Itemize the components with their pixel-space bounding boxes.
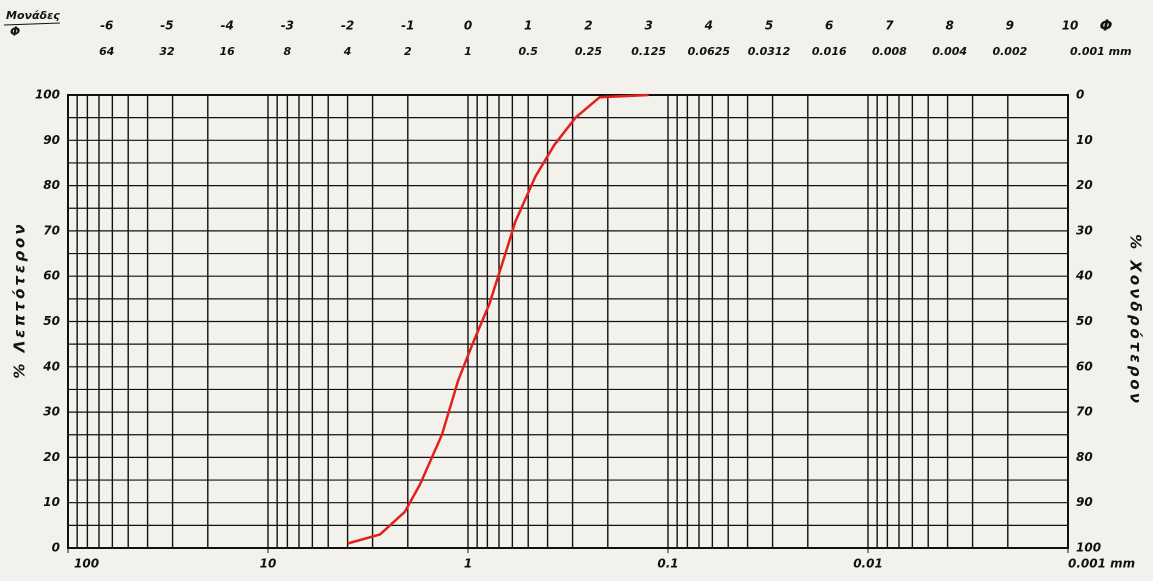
y2-tick-label: 60 [1076, 359, 1093, 373]
x-tick-label: 1 [464, 557, 472, 571]
phi-tick-label: -6 [100, 19, 113, 33]
y-axis-label: % Λεπτότερον [11, 221, 29, 378]
y2-tick-label: 50 [1076, 314, 1093, 328]
y-tick-label: 80 [43, 178, 60, 192]
y-tick-label: 0 [52, 541, 60, 555]
y-tick-label: 90 [43, 133, 60, 147]
mm-tick-label: 0.25 [575, 45, 602, 58]
phi-tick-label: 9 [1006, 19, 1014, 33]
y-tick-label: 10 [43, 495, 60, 509]
y-tick-label: 100 [35, 88, 60, 102]
phi-tick-label: 0 [464, 19, 472, 33]
mm-tick-label: 2 [404, 45, 412, 58]
grading-curve [347, 93, 649, 545]
title-rule [3, 22, 61, 26]
y2-tick-label: 90 [1076, 495, 1093, 509]
y2-tick-label: 10 [1076, 133, 1093, 147]
y-tick-label: 20 [43, 450, 60, 464]
y2-tick-label: 80 [1076, 450, 1093, 464]
top-title: Φ [10, 25, 20, 39]
x-tick-label: 0.001 mm [1068, 557, 1135, 571]
y-tick-label: 40 [42, 359, 60, 373]
y2-axis-label: % Χονδρότερον [1127, 234, 1145, 406]
phi-tick-label: 1 [524, 19, 532, 33]
phi-tick-label: -2 [341, 19, 354, 33]
mm-tick-label: 0.5 [518, 45, 538, 58]
phi-tick-label: -3 [281, 19, 294, 33]
phi-tick-label: 6 [825, 19, 833, 33]
phi-tick-label: 8 [945, 19, 953, 33]
y-tick-label: 30 [43, 405, 60, 419]
mm-tick-label: 1 [464, 45, 472, 58]
mm-tick-label: 16 [220, 45, 236, 58]
mm-tick-label: 8 [284, 45, 292, 58]
phi-symbol: Φ [1100, 17, 1113, 35]
y-tick-label: 70 [43, 223, 60, 237]
mm-tick-label: 0.008 [872, 45, 907, 58]
mm-tick-label: 32 [159, 45, 175, 58]
y2-tick-label: 40 [1075, 269, 1093, 283]
x-tick-label: 0.01 [853, 557, 883, 571]
plot-frame [67, 94, 1069, 549]
phi-tick-label: 3 [644, 19, 652, 33]
phi-tick-label: -4 [221, 19, 234, 33]
mm-tick-label: 4 [343, 45, 352, 58]
mm-tick-label: 0.125 [631, 45, 666, 58]
y2-tick-label: 100 [1076, 541, 1101, 555]
phi-tick-label: 10 [1062, 19, 1079, 33]
y2-tick-label: 20 [1076, 178, 1093, 192]
phi-tick-label: 2 [584, 19, 592, 33]
x-tick-label: 10 [260, 557, 277, 571]
mm-tick-label: 0.0312 [748, 45, 791, 58]
mm-tick-label: 0.0625 [688, 45, 731, 58]
y-tick-label: 60 [43, 269, 60, 283]
y2-tick-label: 0 [1076, 88, 1084, 102]
top-title: Μονάδες [6, 9, 60, 22]
mm-tick-label: 0.016 [812, 45, 847, 58]
phi-tick-label: 5 [765, 19, 773, 33]
y2-tick-label: 70 [1076, 405, 1093, 419]
mm-tick-label: 0.004 [932, 45, 967, 58]
mm-tick-label: 64 [99, 45, 114, 58]
x-tick-label: 100 [74, 557, 99, 571]
mm-tick-label: 0.002 [992, 45, 1027, 58]
phi-tick-label: 7 [885, 19, 894, 33]
mm-tick-label: 0.001 mm [1070, 45, 1132, 58]
x-tick-label: 0.1 [657, 557, 678, 571]
y2-tick-label: 30 [1076, 223, 1093, 237]
phi-tick-label: -1 [401, 19, 414, 33]
y-tick-label: 50 [43, 314, 60, 328]
phi-tick-label: -5 [160, 19, 173, 33]
phi-tick-label: 4 [704, 19, 713, 33]
